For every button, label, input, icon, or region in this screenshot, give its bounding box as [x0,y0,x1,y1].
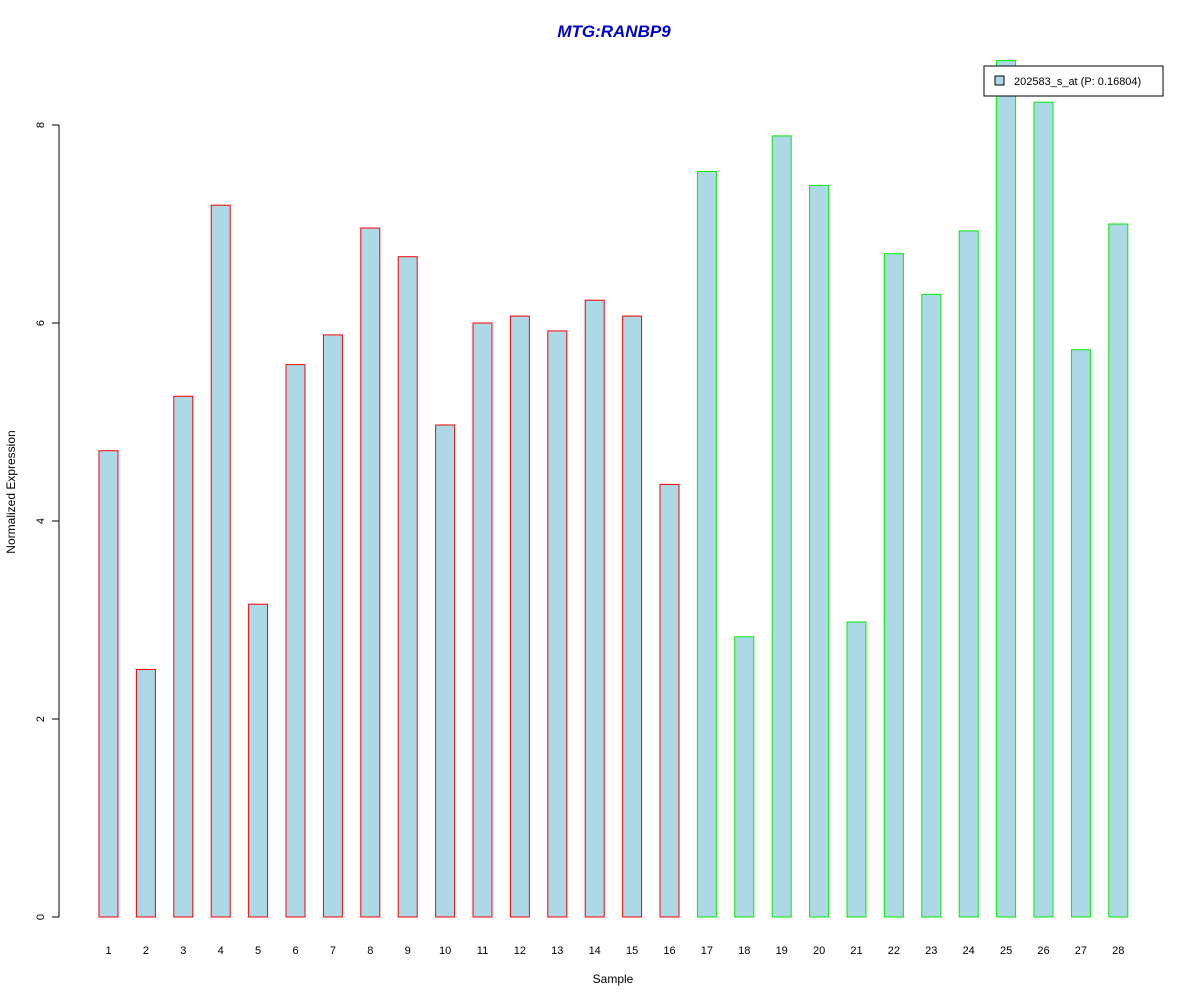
x-tick-label: 16 [663,945,675,957]
chart-title: MTG:RANBP9 [557,22,671,41]
bar [509,315,530,918]
x-tick-label: 8 [367,945,373,957]
x-tick-label: 4 [218,945,224,957]
bar [547,330,568,918]
bar [285,364,306,918]
x-tick-label: 1 [105,945,111,957]
x-tick-label: 5 [255,945,261,957]
bar [360,227,381,918]
bars [98,60,1129,918]
x-tick-label: 17 [701,945,713,957]
bar [734,636,755,918]
y-axis: 0 2 4 6 8 [35,122,60,920]
x-tick-label: 28 [1112,945,1124,957]
x-tick-label: 20 [813,945,825,957]
bar [883,253,904,918]
bar [173,395,194,918]
bar [1108,223,1129,918]
bar [921,293,942,918]
y-tick-label: 8 [35,122,47,128]
bar [696,171,717,918]
x-tick-label: 9 [405,945,411,957]
bar [98,450,119,918]
x-tick-label: 15 [626,945,638,957]
y-axis-label: Normalized Expression [4,430,18,553]
x-tick-label: 27 [1075,945,1087,957]
x-tick-label: 19 [776,945,788,957]
bar [322,334,343,918]
bar [248,603,269,918]
x-tick-label: 10 [439,945,451,957]
x-tick-label: 23 [925,945,937,957]
x-tick-label: 3 [180,945,186,957]
y-tick-label: 4 [35,518,47,524]
bar [958,230,979,918]
x-tick-label: 26 [1037,945,1049,957]
bar [472,322,493,918]
bar [1033,101,1054,918]
x-tick-label: 12 [514,945,526,957]
x-tick-label: 11 [477,945,488,957]
bar [622,315,643,918]
legend-box [983,65,1164,97]
bar [397,256,418,918]
x-tick-label: 2 [143,945,149,957]
y-tick-label: 2 [35,716,47,722]
bar [659,483,680,918]
x-tick-label: 6 [292,945,298,957]
legend-entry: 202583_s_at (P: 0.16804) [1014,76,1141,88]
x-tick-label: 25 [1000,945,1012,957]
bar [996,60,1017,918]
bar [584,299,605,918]
x-tick-label: 24 [963,945,975,957]
bar [210,204,231,918]
bar [846,621,867,918]
y-tick-label: 6 [35,320,47,326]
x-tick-label: 14 [589,945,601,957]
legend-swatch [994,75,1005,86]
y-tick-label: 0 [35,914,47,920]
x-tick-label: 7 [330,945,336,957]
bar [135,669,156,918]
bar [809,184,830,918]
x-tick-label: 13 [551,945,563,957]
bar [435,424,456,918]
x-axis-label: Sample [593,972,634,986]
x-tick-labels: 1 2 3 4 5 6 7 8 9 10 11 12 13 14 15 16 17 18 19 20 21 22 23 24 2… [105,945,1124,957]
x-tick-label: 18 [738,945,750,957]
bar [1070,349,1091,918]
x-tick-label: 21 [850,945,862,957]
legend: 202583_s_at (P: 0.16804) [983,65,1164,97]
bar [771,135,792,918]
x-tick-label: 22 [888,945,900,957]
